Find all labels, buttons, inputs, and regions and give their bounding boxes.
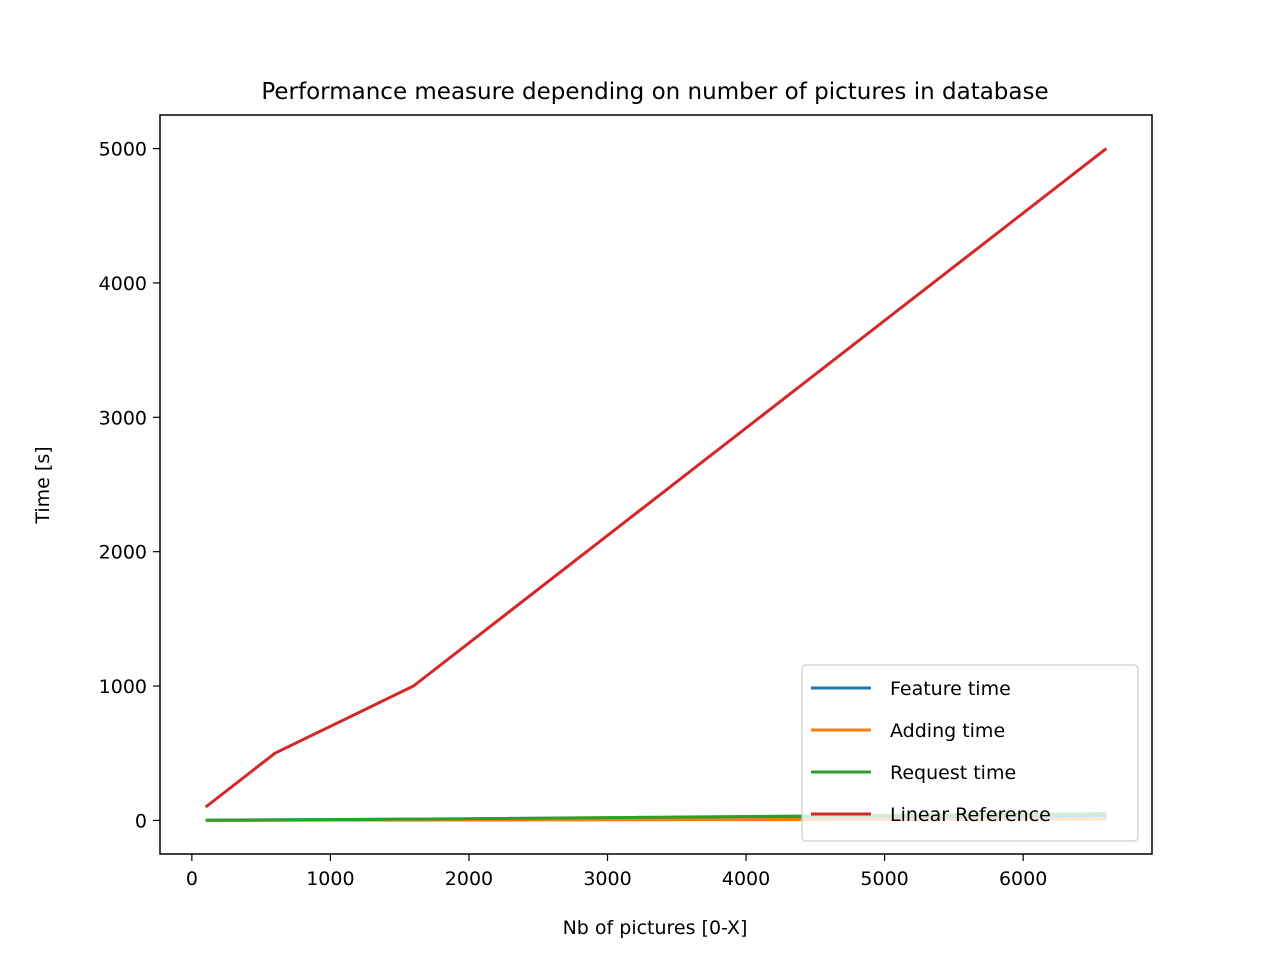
y-tick-label: 1000 [99,676,147,698]
y-tick-label: 4000 [99,273,147,295]
legend-label: Linear Reference [890,804,1051,826]
x-tick-label: 4000 [722,868,770,890]
y-tick-label: 0 [135,810,147,832]
x-axis-label: Nb of pictures [0-X] [563,917,748,939]
legend-box [801,664,1139,842]
chart-title: Performance measure depending on number … [261,79,1048,105]
legend-label: Feature time [890,678,1011,700]
y-tick-label: 2000 [99,542,147,564]
series-line-linear-reference [204,147,1108,809]
x-tick-label: 1000 [306,868,354,890]
legend: Feature time Adding time Request time Linea… [801,664,1139,842]
y-axis-ticks: 0 1000 2000 3000 4000 5000 [99,139,160,832]
legend-label: Adding time [890,720,1005,742]
x-tick-label: 5000 [860,868,908,890]
x-axis-ticks: 0 1000 2000 3000 4000 5000 6000 [186,854,1047,890]
x-tick-label: 3000 [583,868,631,890]
y-axis-label: Time [s] [32,446,54,524]
plot-frame [159,114,1153,855]
legend-label: Request time [890,762,1016,784]
x-tick-label: 2000 [445,868,493,890]
y-tick-label: 5000 [99,139,147,161]
x-tick-label: 0 [186,868,198,890]
series-layer [204,147,1108,822]
x-tick-label: 6000 [999,868,1047,890]
y-tick-label: 3000 [99,407,147,429]
series-line-request-time [205,812,1107,822]
